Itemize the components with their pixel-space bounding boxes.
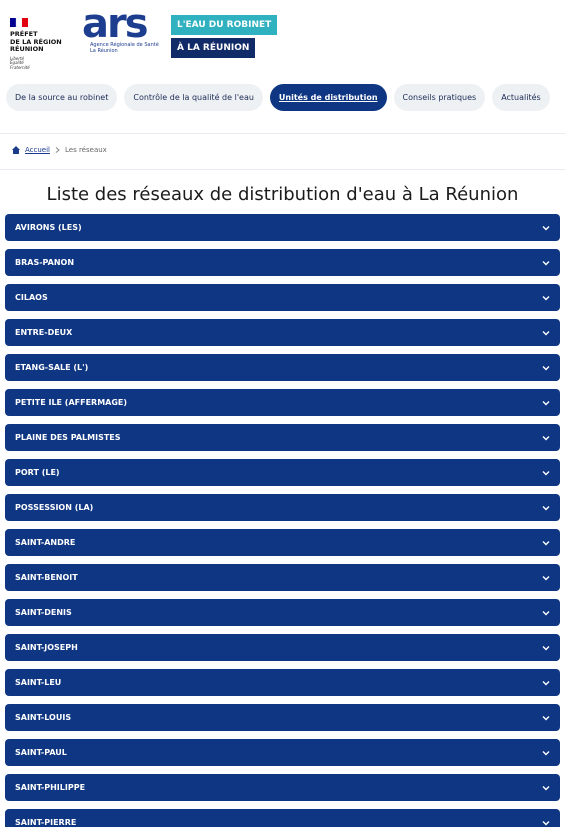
chevron xyxy=(542,610,550,615)
network-name: PETITE ILE (AFFERMAGE) xyxy=(15,398,128,407)
motto: Fraternité xyxy=(10,64,30,70)
motto: Égalité xyxy=(10,60,24,66)
accordion-item[interactable]: AVIRONS (LES) xyxy=(5,214,560,241)
marianne xyxy=(10,17,28,28)
ars-wordmark: ars xyxy=(82,1,149,47)
network-name: POSSESSION (LA) xyxy=(15,503,94,512)
network-name: PLAINE DES PALMISTES xyxy=(15,433,121,442)
network-name: ETANG-SALE (L') xyxy=(15,363,89,372)
nav-item[interactable]: Contrôle de la qualité de l'eau xyxy=(124,84,263,111)
chevron xyxy=(542,260,550,265)
chevron xyxy=(542,330,550,335)
chevron xyxy=(542,365,550,370)
accordion-item[interactable]: CILAOS xyxy=(5,284,560,311)
accordion-item[interactable]: PORT (LE) xyxy=(5,459,560,486)
home-icon xyxy=(12,146,20,154)
accordion-item[interactable]: SAINT-PIERRE xyxy=(5,809,560,827)
motto: Liberté xyxy=(10,55,25,61)
accordion-item[interactable]: PETITE ILE (AFFERMAGE) xyxy=(5,389,560,416)
network-name: BRAS-PANON xyxy=(15,258,75,267)
network-name: SAINT-DENIS xyxy=(15,608,72,617)
ars-logo[interactable]: ars Agence Régionale de Santé La Réunion xyxy=(82,1,162,54)
prefet-line: PRÉFET xyxy=(10,30,38,38)
accordion-item[interactable]: SAINT-BENOIT xyxy=(5,564,560,591)
accordion-item[interactable]: SAINT-PHILIPPE xyxy=(5,774,560,801)
accordion-item[interactable]: ETANG-SALE (L') xyxy=(5,354,560,381)
prefet-line: DE LA RÉGION xyxy=(10,37,62,46)
network-name: SAINT-ANDRE xyxy=(15,538,76,547)
prefet-line: RÉUNION xyxy=(10,45,44,53)
ars-region: La Réunion xyxy=(90,48,118,54)
accordion-item[interactable]: SAINT-ANDRE xyxy=(5,529,560,556)
accordion-item[interactable]: ENTRE-DEUX xyxy=(5,319,560,346)
divider xyxy=(0,169,565,170)
chevron xyxy=(542,680,550,685)
network-name: SAINT-PIERRE xyxy=(15,818,77,827)
badge-line: L'EAU DU ROBINET xyxy=(171,15,278,35)
chevron xyxy=(542,505,550,510)
accordion-item[interactable]: SAINT-PAUL xyxy=(5,739,560,766)
breadcrumb-separator xyxy=(55,147,60,153)
nav-item[interactable]: Conseils pratiques xyxy=(393,84,486,111)
nav-item[interactable]: De la source au robinet xyxy=(6,84,118,111)
chevron xyxy=(542,470,550,475)
network-name: SAINT-LEU xyxy=(15,678,62,687)
chevron xyxy=(542,715,550,720)
badge-line: À LA RÉUNION xyxy=(171,38,256,58)
network-name: CILAOS xyxy=(15,293,48,302)
chevron xyxy=(542,820,550,825)
accordion-item[interactable]: SAINT-DENIS xyxy=(5,599,560,626)
chevron xyxy=(542,575,550,580)
accordion-item[interactable]: SAINT-LEU xyxy=(5,669,560,696)
network-name: ENTRE-DEUX xyxy=(15,328,73,337)
accordion-item[interactable]: SAINT-JOSEPH xyxy=(5,634,560,661)
network-name: SAINT-PAUL xyxy=(15,748,67,757)
network-name: SAINT-BENOIT xyxy=(15,573,78,582)
chevron xyxy=(542,435,550,440)
chevron xyxy=(542,400,550,405)
site-badge[interactable]: L'EAU DU ROBINET À LA RÉUNION xyxy=(171,15,278,58)
ars-agency: Agence Régionale de Santé xyxy=(90,42,159,48)
network-name: AVIRONS (LES) xyxy=(15,223,82,232)
network-name: PORT (LE) xyxy=(15,468,60,477)
breadcrumb-current: Les réseaux xyxy=(65,146,107,154)
accordion-item[interactable]: BRAS-PANON xyxy=(5,249,560,276)
accordion-item[interactable]: PLAINE DES PALMISTES xyxy=(5,424,560,451)
breadcrumb-link[interactable]: Accueil xyxy=(25,146,50,154)
divider xyxy=(0,133,565,134)
breadcrumb: Accueil Les réseaux xyxy=(12,146,107,154)
network-name: SAINT-PHILIPPE xyxy=(15,783,86,792)
network-name: SAINT-LOUIS xyxy=(15,713,72,722)
chevron xyxy=(542,540,550,545)
network-name: SAINT-JOSEPH xyxy=(15,643,78,652)
prefet-logo: PRÉFET DE LA RÉGION RÉUNION Liberté Égal… xyxy=(10,12,62,70)
chevron xyxy=(542,750,550,755)
chevron xyxy=(542,785,550,790)
accordion-item[interactable]: POSSESSION (LA) xyxy=(5,494,560,521)
page-title: Liste des réseaux de distribution d'eau … xyxy=(46,184,519,205)
nav-item[interactable]: Actualités xyxy=(492,84,550,111)
main-nav: De la source au robinet Contrôle de la qu… xyxy=(6,84,550,111)
chevron xyxy=(542,225,550,230)
chevron xyxy=(542,645,550,650)
network-list: AVIRONS (LES) BRAS-PANON CILAOS ENTRE-DEUX E… xyxy=(5,214,560,827)
nav-item[interactable]: Unités de distribution xyxy=(269,84,387,111)
chevron xyxy=(542,295,550,300)
accordion-item[interactable]: SAINT-LOUIS xyxy=(5,704,560,731)
